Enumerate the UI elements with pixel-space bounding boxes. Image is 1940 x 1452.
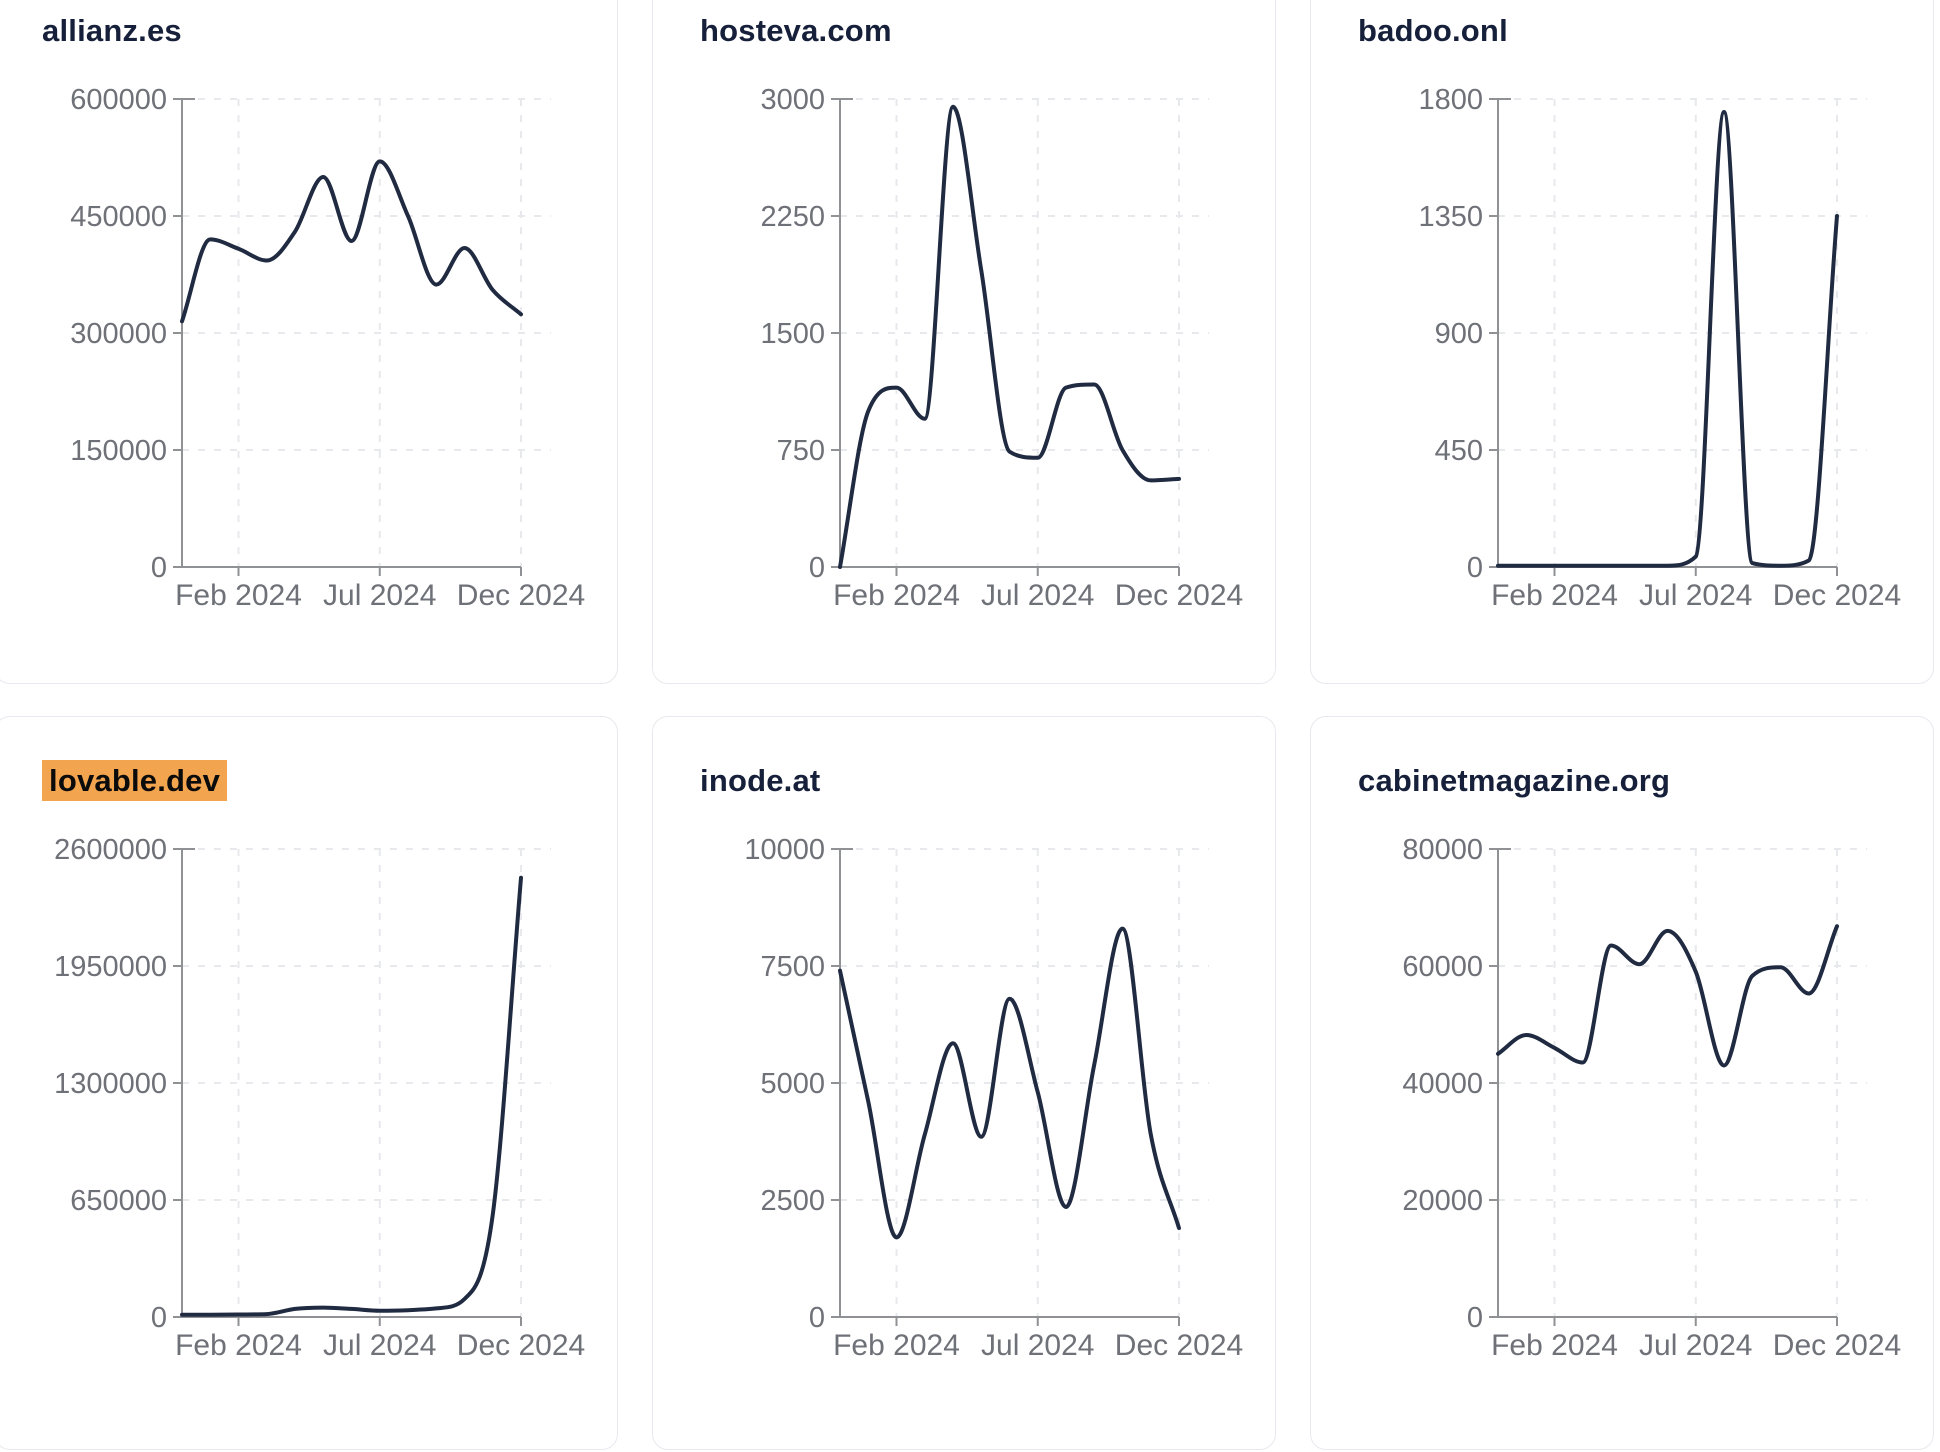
line-chart: 0 2500 5000 7500 10000 Feb 2024 Jul 2024 Dec 20… bbox=[744, 834, 1243, 1361]
svg-text:750: 750 bbox=[777, 435, 825, 467]
chart-card-hosteva.com[interactable]: hosteva.com 0 750 1500 2250 3000 Feb 2024 Jul … bbox=[652, 0, 1276, 684]
svg-text:1500: 1500 bbox=[760, 318, 825, 350]
chart-title: badoo.onl bbox=[1358, 13, 1508, 49]
svg-text:Jul 2024: Jul 2024 bbox=[323, 1329, 436, 1361]
svg-text:0: 0 bbox=[151, 552, 167, 584]
svg-text:Dec 2024: Dec 2024 bbox=[1773, 579, 1901, 611]
svg-text:Feb 2024: Feb 2024 bbox=[833, 579, 960, 611]
svg-text:Dec 2024: Dec 2024 bbox=[457, 1329, 585, 1361]
svg-text:0: 0 bbox=[809, 1302, 825, 1334]
svg-text:0: 0 bbox=[1467, 552, 1483, 584]
chart-title-text: hosteva.com bbox=[700, 13, 892, 48]
svg-text:650000: 650000 bbox=[70, 1185, 167, 1217]
svg-text:60000: 60000 bbox=[1402, 951, 1483, 983]
chart-title-text: allianz.es bbox=[42, 13, 182, 48]
svg-text:2600000: 2600000 bbox=[54, 834, 167, 866]
line-chart: 0 750 1500 2250 3000 Feb 2024 Jul 2024 Dec 2024 bbox=[760, 84, 1243, 611]
svg-text:450: 450 bbox=[1435, 435, 1483, 467]
chart-title-text: lovable.dev bbox=[42, 760, 228, 801]
svg-text:1300000: 1300000 bbox=[54, 1068, 167, 1100]
svg-text:10000: 10000 bbox=[744, 834, 825, 866]
chart-title: cabinetmagazine.org bbox=[1358, 763, 1670, 799]
chart-card-allianz.es[interactable]: allianz.es 0 150000 300000 450000 600000 Feb … bbox=[0, 0, 618, 684]
chart-title-text: cabinetmagazine.org bbox=[1358, 763, 1671, 798]
svg-text:Feb 2024: Feb 2024 bbox=[175, 1329, 302, 1361]
svg-text:300000: 300000 bbox=[70, 318, 167, 350]
line-chart: 0 150000 300000 450000 600000 Feb 2024 Jul 202… bbox=[70, 84, 585, 611]
svg-text:7500: 7500 bbox=[760, 951, 825, 983]
svg-text:0: 0 bbox=[809, 552, 825, 584]
svg-text:Jul 2024: Jul 2024 bbox=[1639, 1329, 1752, 1361]
svg-text:0: 0 bbox=[1467, 1302, 1483, 1334]
line-chart: 0 20000 40000 60000 80000 Feb 2024 Jul 2024 Dec… bbox=[1402, 834, 1901, 1361]
chart-title: allianz.es bbox=[42, 13, 182, 49]
svg-text:Feb 2024: Feb 2024 bbox=[833, 1329, 960, 1361]
svg-text:2250: 2250 bbox=[760, 201, 825, 233]
svg-text:Jul 2024: Jul 2024 bbox=[981, 579, 1094, 611]
svg-text:Jul 2024: Jul 2024 bbox=[981, 1329, 1094, 1361]
chart-title-text: inode.at bbox=[700, 763, 821, 798]
chart-title: inode.at bbox=[700, 763, 820, 799]
chart-card-lovable.dev[interactable]: lovable.dev 0 650000 1300000 1950000 2600000… bbox=[0, 716, 618, 1450]
svg-text:900: 900 bbox=[1435, 318, 1483, 350]
chart-title-text: badoo.onl bbox=[1358, 13, 1508, 48]
svg-text:Dec 2024: Dec 2024 bbox=[1115, 579, 1243, 611]
chart-card-badoo.onl[interactable]: badoo.onl 0 450 900 1350 1800 Feb 2024 Jul 202… bbox=[1310, 0, 1934, 684]
svg-text:Dec 2024: Dec 2024 bbox=[1773, 1329, 1901, 1361]
chart-title: lovable.dev bbox=[42, 760, 228, 801]
svg-text:450000: 450000 bbox=[70, 201, 167, 233]
svg-text:Dec 2024: Dec 2024 bbox=[1115, 1329, 1243, 1361]
chart-title: hosteva.com bbox=[700, 13, 892, 49]
svg-text:1950000: 1950000 bbox=[54, 951, 167, 983]
line-chart: 0 650000 1300000 1950000 2600000 Feb 2024 Jul … bbox=[54, 834, 585, 1361]
chart-card-cabinetmagazine.org[interactable]: cabinetmagazine.org 0 20000 40000 60000 8000… bbox=[1310, 716, 1934, 1450]
svg-text:1800: 1800 bbox=[1418, 84, 1483, 116]
svg-text:5000: 5000 bbox=[760, 1068, 825, 1100]
svg-text:Feb 2024: Feb 2024 bbox=[1491, 1329, 1618, 1361]
svg-text:20000: 20000 bbox=[1402, 1185, 1483, 1217]
svg-text:2500: 2500 bbox=[760, 1185, 825, 1217]
svg-text:Dec 2024: Dec 2024 bbox=[457, 579, 585, 611]
svg-text:Feb 2024: Feb 2024 bbox=[175, 579, 302, 611]
svg-text:600000: 600000 bbox=[70, 84, 167, 116]
line-chart: 0 450 900 1350 1800 Feb 2024 Jul 2024 Dec 2024 bbox=[1418, 84, 1901, 611]
svg-text:Jul 2024: Jul 2024 bbox=[1639, 579, 1752, 611]
svg-text:1350: 1350 bbox=[1418, 201, 1483, 233]
svg-text:Feb 2024: Feb 2024 bbox=[1491, 579, 1618, 611]
svg-text:Jul 2024: Jul 2024 bbox=[323, 579, 436, 611]
svg-text:150000: 150000 bbox=[70, 435, 167, 467]
svg-text:0: 0 bbox=[151, 1302, 167, 1334]
svg-text:3000: 3000 bbox=[760, 84, 825, 116]
svg-text:40000: 40000 bbox=[1402, 1068, 1483, 1100]
chart-card-inode.at[interactable]: inode.at 0 2500 5000 7500 10000 Feb 2024 Jul 2… bbox=[652, 716, 1276, 1450]
svg-text:80000: 80000 bbox=[1402, 834, 1483, 866]
